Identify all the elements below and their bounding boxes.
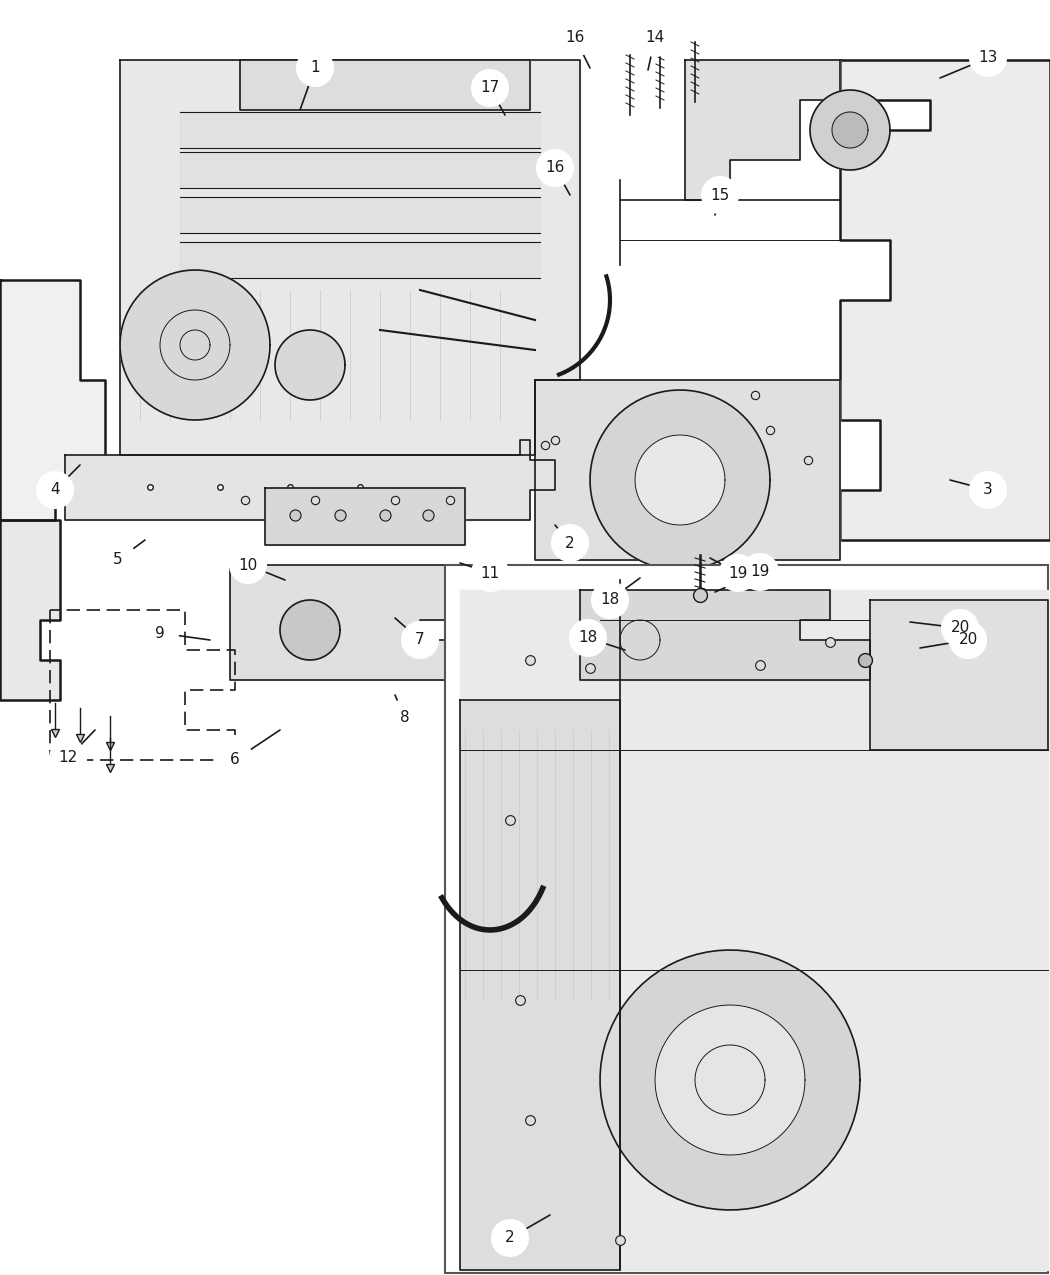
Polygon shape [280, 601, 340, 660]
Circle shape [297, 50, 333, 85]
Polygon shape [460, 590, 1048, 1270]
Circle shape [950, 622, 986, 658]
Text: 5: 5 [113, 552, 123, 567]
Text: 17: 17 [481, 80, 500, 96]
Circle shape [537, 150, 573, 186]
Circle shape [552, 525, 588, 561]
Polygon shape [65, 440, 555, 520]
Circle shape [970, 40, 1006, 76]
Polygon shape [0, 520, 60, 700]
Text: 18: 18 [579, 631, 597, 645]
Text: 16: 16 [545, 161, 565, 176]
Circle shape [637, 20, 673, 56]
Polygon shape [810, 91, 890, 170]
Text: 20: 20 [959, 632, 978, 648]
Circle shape [402, 622, 438, 658]
Circle shape [142, 615, 178, 652]
Polygon shape [635, 435, 724, 525]
Text: 2: 2 [565, 536, 574, 551]
Polygon shape [840, 60, 1050, 541]
Polygon shape [460, 700, 620, 1270]
Circle shape [942, 609, 978, 646]
Text: 19: 19 [729, 566, 748, 580]
Circle shape [50, 740, 86, 776]
Circle shape [702, 177, 738, 213]
Circle shape [720, 555, 756, 592]
Polygon shape [230, 565, 460, 680]
Polygon shape [685, 60, 840, 200]
Polygon shape [601, 950, 860, 1210]
Text: 11: 11 [481, 566, 500, 580]
Polygon shape [120, 270, 270, 419]
Text: 10: 10 [238, 557, 257, 572]
Circle shape [217, 742, 253, 778]
Text: 13: 13 [979, 51, 997, 65]
Polygon shape [870, 601, 1048, 750]
Polygon shape [536, 380, 840, 560]
Text: 2: 2 [505, 1230, 514, 1246]
Text: 16: 16 [565, 31, 585, 46]
Text: 18: 18 [601, 593, 619, 607]
Polygon shape [695, 1046, 765, 1116]
Text: 1: 1 [310, 60, 320, 75]
Text: 4: 4 [50, 482, 60, 497]
Circle shape [970, 472, 1006, 507]
Polygon shape [120, 60, 580, 455]
Circle shape [492, 1220, 528, 1256]
Text: 6: 6 [230, 752, 239, 768]
Text: 3: 3 [983, 482, 993, 497]
Circle shape [472, 555, 508, 592]
Circle shape [472, 70, 508, 106]
FancyBboxPatch shape [445, 565, 1048, 1272]
Polygon shape [265, 488, 465, 544]
Text: 12: 12 [59, 751, 78, 765]
Circle shape [742, 555, 778, 590]
Text: 15: 15 [711, 187, 730, 203]
Circle shape [592, 581, 628, 618]
Polygon shape [275, 330, 345, 400]
Polygon shape [832, 112, 868, 148]
Polygon shape [590, 390, 770, 570]
Text: 20: 20 [950, 621, 969, 635]
Polygon shape [0, 280, 105, 520]
Text: 9: 9 [155, 626, 165, 640]
Circle shape [387, 700, 423, 736]
Circle shape [100, 542, 136, 578]
Circle shape [37, 472, 74, 507]
Text: 8: 8 [400, 710, 410, 725]
Circle shape [230, 547, 266, 583]
Polygon shape [655, 1005, 805, 1155]
Circle shape [570, 620, 606, 657]
Polygon shape [240, 60, 530, 110]
Circle shape [556, 20, 593, 56]
Polygon shape [580, 590, 870, 680]
Text: 14: 14 [646, 31, 665, 46]
Text: 7: 7 [415, 632, 425, 648]
Text: 19: 19 [751, 565, 770, 580]
